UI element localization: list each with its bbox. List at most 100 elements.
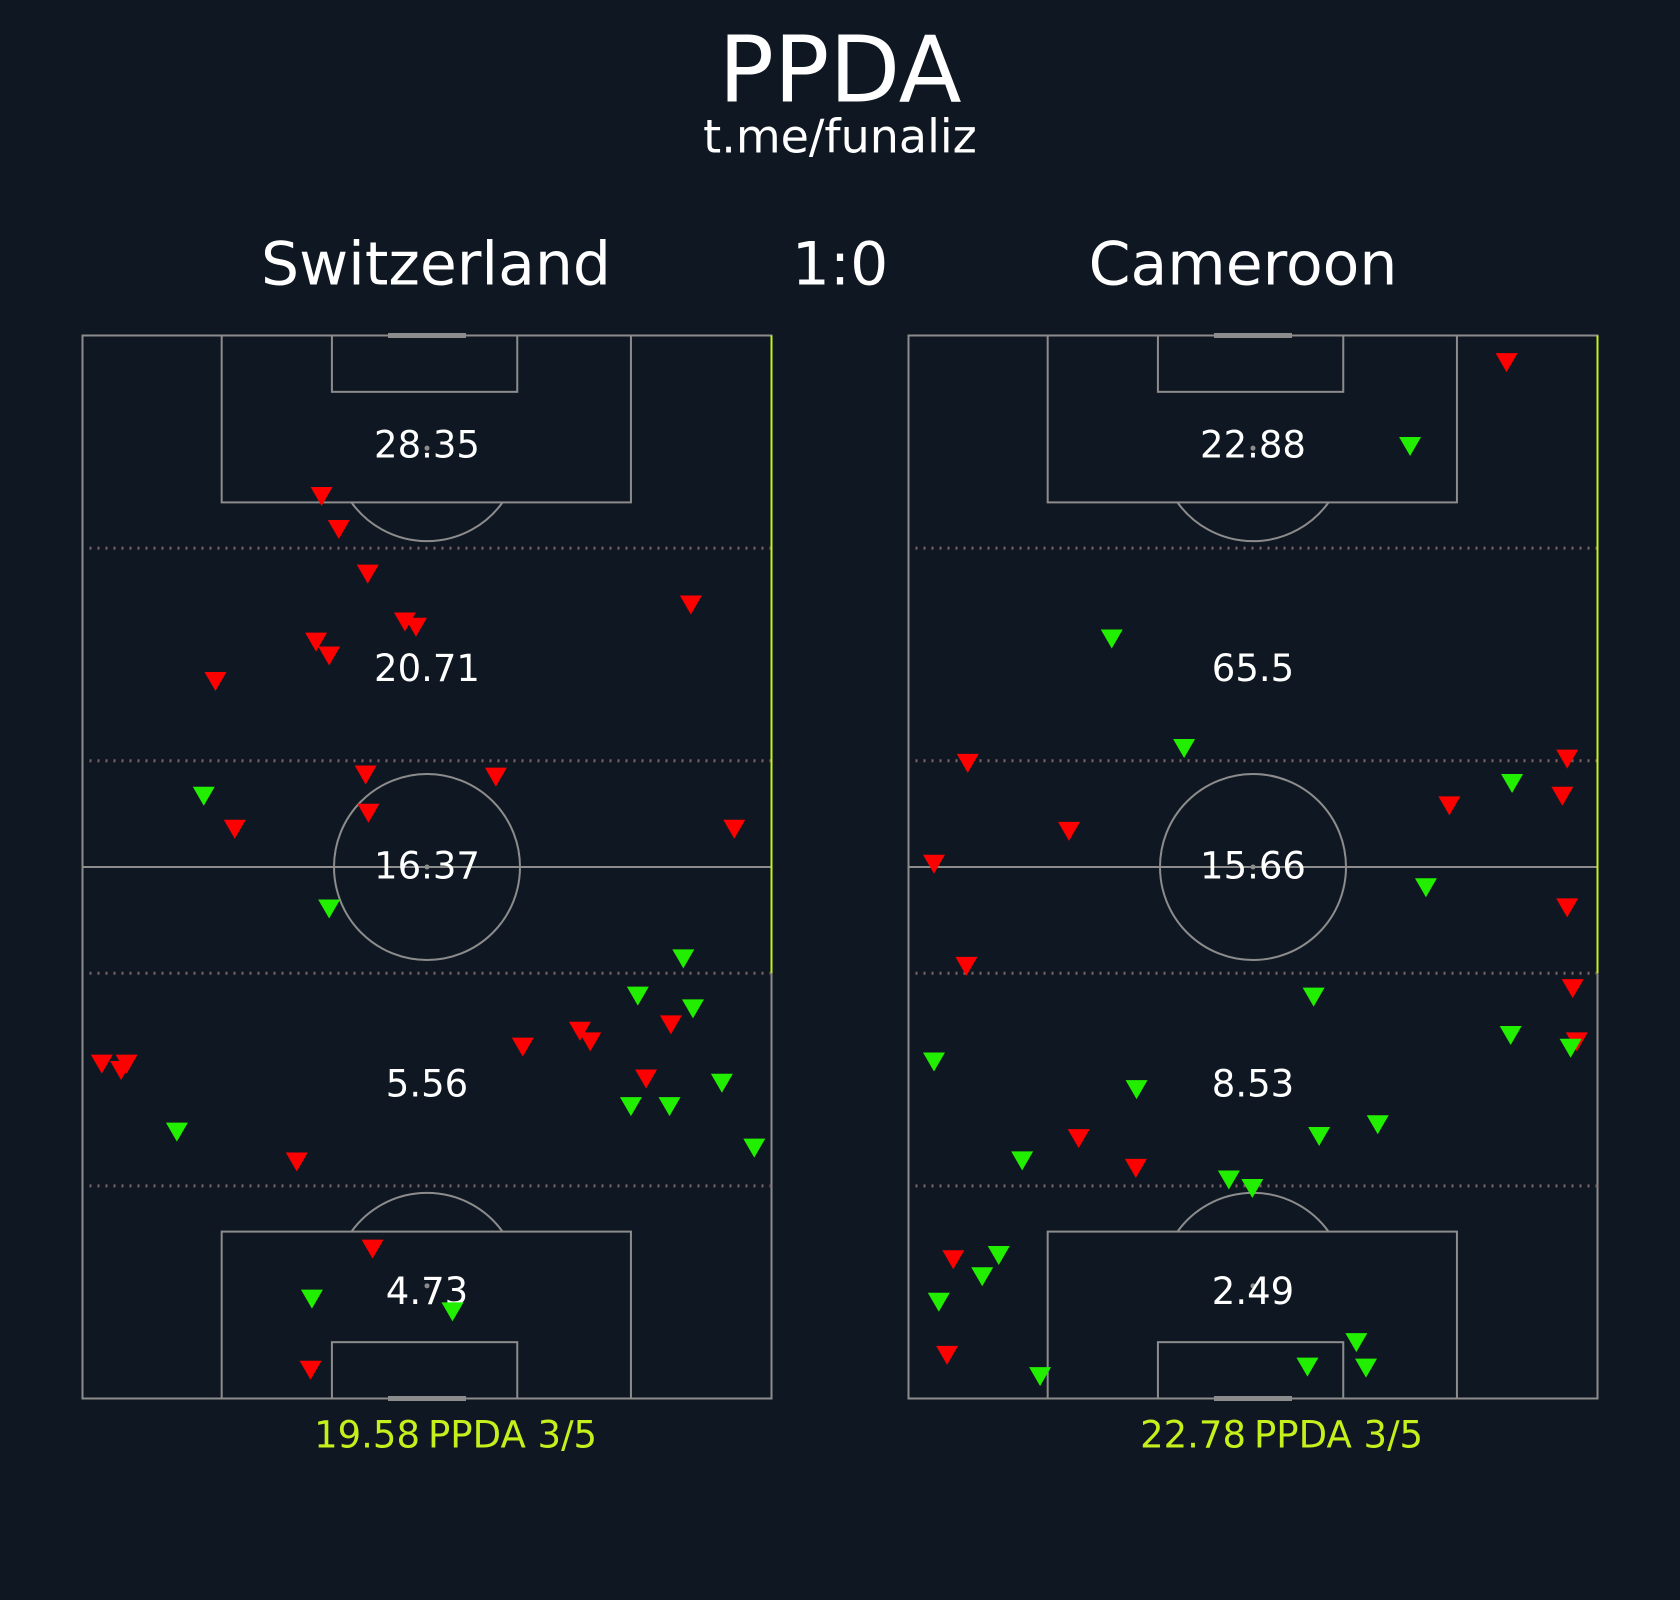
marker (1366, 1115, 1389, 1135)
marker (192, 786, 215, 806)
marker (1217, 1170, 1240, 1190)
marker (1399, 437, 1422, 457)
marker (1354, 1358, 1377, 1378)
zone-ppda: 22.88 (1200, 424, 1306, 467)
marker (511, 1037, 534, 1057)
marker (1011, 1151, 1034, 1171)
marker (626, 986, 649, 1006)
marker (223, 819, 246, 839)
zone-ppda: 15.66 (1200, 845, 1306, 888)
marker (204, 671, 227, 691)
marker (710, 1073, 733, 1093)
marker (1308, 1126, 1331, 1146)
zone-ppda: 20.71 (374, 647, 480, 690)
marker (987, 1245, 1010, 1265)
marker (672, 949, 695, 969)
title: PPDA (718, 16, 961, 123)
marker (1173, 738, 1196, 758)
marker (484, 767, 507, 787)
marker (327, 519, 350, 539)
marker (1495, 353, 1518, 373)
marker (971, 1267, 994, 1287)
centre-circle (1159, 773, 1347, 961)
marker (956, 753, 979, 773)
marker (361, 1239, 384, 1259)
team-name: Cameroon (1089, 230, 1398, 300)
marker (1067, 1129, 1090, 1149)
marker (1302, 987, 1325, 1007)
centre-circle (333, 773, 521, 961)
marker (300, 1289, 323, 1309)
marker (310, 487, 333, 507)
subtitle: t.me/funaliz (703, 110, 977, 164)
ppda-value: 22.78 (1140, 1414, 1246, 1457)
penalty-spot (1250, 1283, 1256, 1289)
penalty-spot (424, 445, 430, 451)
marker (318, 899, 341, 919)
marker (1241, 1179, 1264, 1199)
penalty-arc (350, 1191, 504, 1233)
marker (356, 564, 379, 584)
marker (1556, 898, 1579, 918)
marker (318, 646, 341, 666)
zone-ppda: 16.37 (374, 845, 480, 888)
marker (1058, 821, 1081, 841)
marker (1559, 1038, 1582, 1058)
marker (165, 1122, 188, 1142)
ppda-label: PPDA 3/5 (1254, 1414, 1423, 1457)
marker (723, 819, 746, 839)
penalty-arc (1176, 501, 1330, 543)
zone-ppda: 65.5 (1212, 647, 1294, 690)
zone-ppda: 5.56 (386, 1062, 468, 1105)
marker (1414, 878, 1437, 898)
marker (942, 1250, 965, 1270)
marker (305, 632, 328, 652)
zone-ppda: 28.35 (374, 424, 480, 467)
marker (285, 1152, 308, 1172)
marker (1561, 979, 1584, 999)
marker (658, 1097, 681, 1117)
marker (1124, 1158, 1147, 1178)
marker (568, 1021, 591, 1041)
marker (357, 803, 380, 823)
ppda-value: 19.58 (314, 1414, 420, 1457)
centre-spot (424, 864, 430, 870)
marker (1100, 629, 1123, 649)
marker (404, 617, 427, 637)
marker (619, 1097, 642, 1117)
zone-ppda: 2.49 (1212, 1270, 1294, 1313)
marker (955, 956, 978, 976)
penalty-arc (350, 501, 504, 543)
marker (579, 1032, 602, 1052)
marker (1125, 1080, 1148, 1100)
marker (743, 1138, 766, 1158)
marker (922, 1052, 945, 1072)
penalty-spot (1250, 445, 1256, 451)
marker (1501, 774, 1524, 794)
marker (1438, 796, 1461, 816)
marker (1556, 749, 1579, 769)
marker (679, 595, 702, 615)
marker (90, 1054, 113, 1074)
team-name: Switzerland (261, 230, 611, 300)
marker (681, 999, 704, 1019)
score: 1:0 (792, 230, 889, 300)
marker (635, 1069, 658, 1089)
marker (115, 1054, 138, 1074)
marker (441, 1302, 464, 1322)
marker (1296, 1357, 1319, 1377)
marker (659, 1015, 682, 1035)
marker (393, 612, 416, 632)
penalty-spot (424, 1283, 430, 1289)
marker (936, 1345, 959, 1365)
marker (1551, 786, 1574, 806)
pitch: 22.88 65.5 15.66 8.53 2.49 (907, 333, 1599, 1401)
marker (1029, 1367, 1052, 1387)
zone-ppda: 8.53 (1212, 1062, 1294, 1105)
ppda-label: PPDA 3/5 (428, 1414, 597, 1457)
marker (922, 854, 945, 874)
marker (1345, 1333, 1368, 1353)
